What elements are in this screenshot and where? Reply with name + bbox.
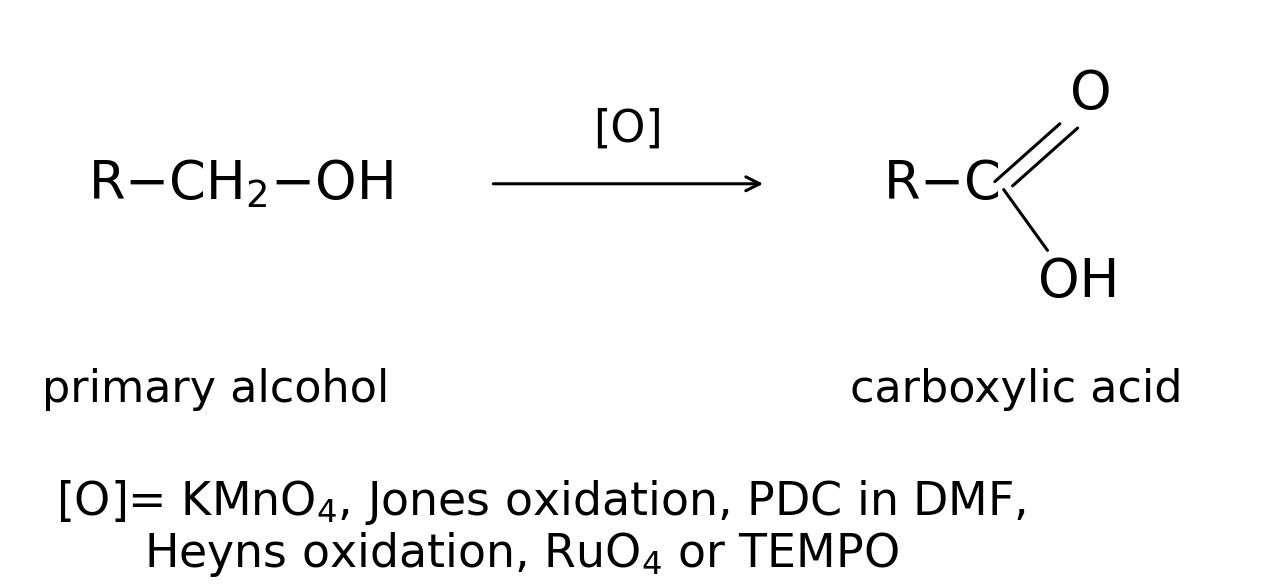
FancyArrowPatch shape (493, 177, 760, 190)
Text: primary alcohol: primary alcohol (42, 368, 389, 411)
Text: O: O (1070, 68, 1112, 120)
Text: carboxylic acid: carboxylic acid (850, 368, 1183, 411)
Text: [O]: [O] (594, 107, 663, 150)
Text: R$-$C: R$-$C (883, 158, 1000, 210)
Text: Heyns oxidation, RuO$_4$ or TEMPO: Heyns oxidation, RuO$_4$ or TEMPO (143, 530, 899, 579)
Text: [O]= KMnO$_4$, Jones oxidation, PDC in DMF,: [O]= KMnO$_4$, Jones oxidation, PDC in D… (56, 478, 1027, 527)
Text: R$-$CH$_2$$-$OH: R$-$CH$_2$$-$OH (88, 158, 393, 210)
Text: OH: OH (1038, 256, 1120, 308)
